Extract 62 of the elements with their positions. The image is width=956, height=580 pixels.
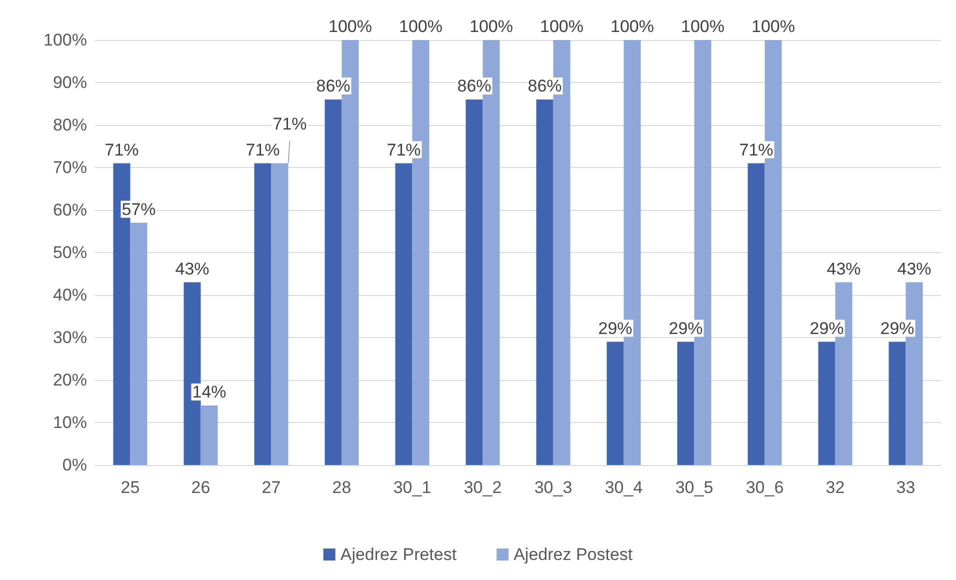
data-label: 86% [457, 76, 492, 96]
bar [818, 342, 836, 465]
data-label: 14% [192, 382, 226, 402]
data-label: 71% [272, 114, 307, 134]
y-tick-label: 70% [52, 158, 87, 177]
bar [677, 342, 694, 465]
y-tick-label: 90% [52, 73, 87, 92]
x-tick-label: 28 [332, 478, 352, 497]
legend-label: Ajedrez Pretest [340, 545, 457, 564]
data-label: 71% [246, 140, 280, 160]
data-label: 29% [598, 318, 632, 338]
data-label: 100% [681, 17, 724, 36]
x-tick-label: 32 [826, 478, 845, 497]
data-label: 29% [668, 318, 703, 338]
data-label: 100% [752, 17, 795, 36]
bar [130, 222, 148, 465]
data-label: 100% [610, 17, 654, 36]
bar [606, 342, 624, 465]
data-label: 86% [528, 76, 562, 96]
x-tick-label: 30_3 [534, 478, 572, 497]
y-tick-label: 60% [52, 200, 87, 220]
y-tick-label: 20% [52, 370, 87, 390]
data-label: 100% [399, 17, 442, 36]
data-label: 43% [175, 259, 210, 278]
x-tick-label: 30_5 [675, 478, 714, 497]
y-tick-label: 100% [44, 30, 87, 50]
data-label: 71% [739, 140, 774, 160]
x-tick-label: 25 [120, 478, 140, 497]
data-label: 100% [540, 17, 584, 36]
data-label: 86% [316, 76, 350, 96]
x-tick-label: 30_1 [393, 478, 432, 497]
bar [271, 163, 288, 465]
legend-label: Ajedrez Postest [514, 545, 633, 564]
data-label: 29% [810, 318, 844, 338]
data-label: 100% [328, 17, 372, 36]
x-tick-label: 27 [262, 478, 281, 497]
x-tick-label: 30_6 [746, 478, 784, 497]
x-tick-label: 30_4 [604, 478, 643, 497]
y-tick-label: 10% [52, 413, 87, 432]
data-label: 71% [104, 140, 139, 160]
x-tick-label: 33 [896, 478, 916, 497]
y-tick-label: 0% [62, 456, 87, 474]
data-label: 57% [122, 200, 156, 219]
data-label: 43% [897, 259, 932, 278]
x-tick-label: 26 [191, 478, 210, 497]
bar [200, 406, 218, 465]
y-tick-label: 30% [52, 328, 87, 347]
bar [254, 163, 272, 465]
data-label: 100% [470, 17, 513, 36]
y-tick-label: 80% [52, 116, 87, 134]
x-tick-label: 30_2 [464, 478, 502, 497]
bar [748, 163, 765, 465]
bar [395, 163, 412, 465]
bar [536, 100, 554, 465]
data-label: 29% [880, 318, 914, 338]
data-label: 71% [386, 140, 421, 160]
data-label: 43% [826, 259, 861, 278]
y-tick-label: 50% [52, 243, 87, 262]
bar [466, 100, 483, 465]
bar [324, 100, 342, 465]
y-tick-label: 40% [52, 286, 87, 304]
bar [888, 342, 906, 465]
